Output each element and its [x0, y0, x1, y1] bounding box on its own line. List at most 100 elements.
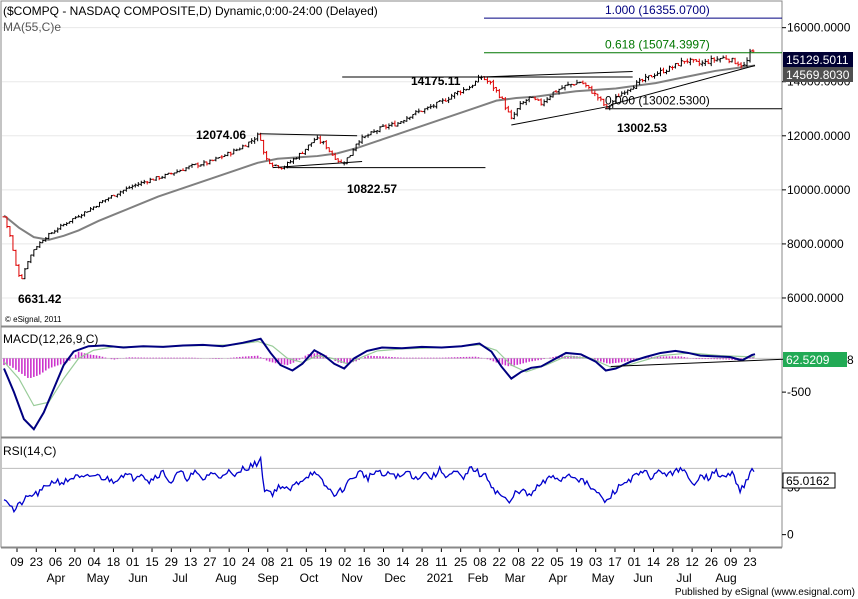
price-bar [297, 152, 301, 160]
price-bar [739, 62, 743, 69]
price-bar [199, 164, 203, 167]
price-bar [294, 157, 298, 160]
price-bar [32, 249, 36, 257]
x-axis-month-label: Dec [384, 571, 405, 585]
price-bar [187, 165, 191, 170]
price-bar [136, 182, 140, 187]
x-axis-day-label: 19 [319, 555, 333, 569]
price-bar [95, 205, 99, 208]
price-bar [44, 237, 48, 242]
price-bar [360, 134, 364, 144]
price-bar [56, 227, 60, 233]
x-axis-day-label: 16 [358, 555, 372, 569]
price-bar [703, 58, 707, 66]
price-bar [468, 85, 472, 91]
price-bar [644, 73, 648, 83]
price-bar [387, 123, 391, 130]
price-bar [500, 96, 504, 100]
x-axis-day-label: 08 [512, 555, 526, 569]
price-bar [23, 268, 27, 280]
price-bar [536, 98, 540, 101]
price-bar [664, 69, 668, 75]
price-pane [0, 0, 783, 327]
price-bar [196, 162, 200, 169]
price-bar [441, 98, 445, 104]
x-axis-day-label: 03 [589, 555, 603, 569]
price-bar [202, 160, 206, 167]
price-bar [542, 99, 546, 107]
price-bar [691, 58, 695, 63]
price-bar [336, 158, 340, 164]
chart-title: ($COMPQ - NASDAQ COMPOSITE,D) Dynamic,0:… [3, 4, 378, 18]
price-bar [736, 61, 740, 67]
price-bar [509, 109, 513, 120]
price-bar [566, 81, 570, 87]
price-bar [26, 260, 30, 270]
price-bar [300, 151, 304, 154]
x-axis-day-label: 09 [724, 555, 738, 569]
price-bar [444, 98, 448, 102]
trendline-sep-bottom [272, 160, 363, 169]
price-bar [751, 49, 755, 53]
price-bar [381, 124, 385, 127]
x-axis-month-label: Aug [215, 571, 236, 585]
price-bar [494, 86, 498, 93]
annotation-12074: 12074.06 [196, 128, 246, 142]
price-bar [661, 67, 665, 74]
price-bar [208, 159, 212, 165]
price-axis-label: 10000.0000 [787, 183, 851, 197]
x-axis-day-label: 06 [49, 555, 63, 569]
x-axis-day-label: 05 [300, 555, 314, 569]
x-axis-month-label: Oct [300, 571, 319, 585]
price-bar [223, 154, 227, 158]
price-bar [142, 179, 146, 185]
price-bar [718, 57, 722, 63]
price-bar [115, 193, 119, 198]
price-bar [623, 90, 627, 96]
price-bar [408, 116, 412, 121]
price-bar [578, 81, 582, 84]
price-bar [518, 101, 522, 110]
macd-pane [0, 326, 783, 438]
price-bar [384, 124, 388, 130]
x-axis-day-label: 13 [184, 555, 198, 569]
price-bar [524, 99, 528, 106]
x-axis-month-label: Jun [633, 571, 652, 585]
x-axis-day-label: 11 [435, 555, 448, 569]
price-bar [596, 93, 600, 101]
price-bar [89, 207, 93, 212]
x-axis-day-label: 15 [145, 555, 159, 569]
price-bar [706, 59, 710, 65]
price-bar [632, 85, 636, 90]
price-bar [673, 63, 677, 69]
price-bar [288, 159, 292, 164]
price-bar [127, 185, 131, 189]
x-axis-day-label: 25 [454, 555, 468, 569]
price-bar [659, 67, 663, 77]
copyright-note: © eSignal, 2011 [5, 315, 62, 324]
x-axis-month-label: Jul [676, 571, 691, 585]
price-bar [742, 61, 746, 67]
price-bar [724, 55, 728, 60]
price-bar [121, 189, 125, 194]
x-axis-month-label: Aug [715, 571, 736, 585]
price-bar [745, 57, 749, 67]
price-axis-label: 8000.0000 [787, 237, 844, 251]
price-bar [68, 220, 72, 224]
price-bar [214, 156, 218, 162]
price-bar [554, 90, 558, 93]
trendline-rising [610, 65, 756, 106]
macd-value-badge: 62.5209 8 [783, 352, 854, 367]
price-bar [348, 154, 352, 158]
price-bar [148, 177, 152, 184]
price-bar [372, 129, 376, 133]
x-axis-day-label: 14 [396, 555, 410, 569]
annotation-13002: 13002.53 [617, 121, 667, 135]
price-bar [533, 96, 537, 101]
price-bar [393, 120, 397, 127]
price-bar [157, 175, 161, 181]
x-axis-day-label: 26 [705, 555, 719, 569]
price-bar [390, 121, 394, 127]
price-bar [411, 114, 415, 119]
